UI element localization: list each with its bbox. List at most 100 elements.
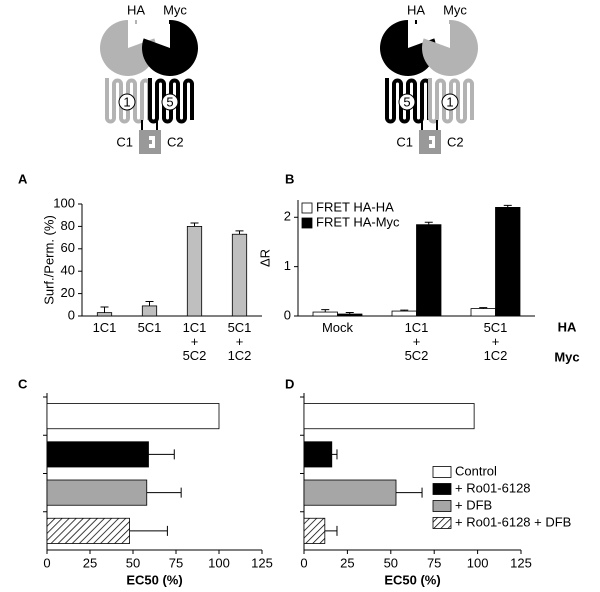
x-tick-label: Mock: [322, 320, 354, 335]
y-tick-label: 100: [53, 195, 75, 210]
panel-label: A: [18, 171, 28, 186]
legend-label: FRET HA-Myc: [316, 214, 400, 229]
x-tick-label: 75: [427, 555, 441, 570]
c-tail-box: [419, 130, 441, 154]
x-tick-label: 5C1 +1C2: [228, 320, 252, 363]
c-tail-notch: [429, 136, 435, 148]
x-tick-label: 50: [384, 555, 398, 570]
x-tick-label: 5C1: [138, 320, 162, 335]
subunit-label: 1: [123, 94, 130, 109]
subunit-circle: [398, 93, 416, 111]
tag-label: Myc: [443, 2, 467, 17]
bar: [46, 479, 148, 506]
x-tick-label: 125: [510, 555, 532, 570]
bar: [46, 403, 220, 430]
x-tick-label: 1C1: [93, 320, 117, 335]
ligand-domain: [142, 20, 198, 76]
error-bar: [146, 487, 182, 498]
c-tail: [141, 120, 158, 130]
row-label: Myc: [554, 349, 579, 364]
tail-label: C2: [447, 134, 464, 149]
legend-label: + Ro01-6128: [455, 480, 531, 495]
bar: [495, 207, 521, 317]
ligand-domain: [380, 20, 436, 76]
error-bar: [145, 300, 154, 306]
tail-label: C1: [396, 134, 413, 149]
bar: [46, 517, 130, 544]
bar: [303, 479, 397, 506]
bar: [416, 224, 442, 317]
y-tick-label: 60: [61, 240, 75, 255]
ligand-domain: [100, 19, 156, 76]
bar: [46, 441, 149, 468]
bar: [141, 305, 158, 317]
y-axis-title: Surf./Perm. (%): [41, 215, 56, 305]
y-tick-label: 0: [68, 307, 75, 322]
error-bar: [190, 222, 199, 227]
x-tick-label: 25: [83, 555, 97, 570]
tag-label: HA: [407, 2, 425, 17]
y-tick-label: 1: [284, 258, 291, 273]
x-tick-label: 1C1 +5C2: [405, 320, 429, 363]
bar: [303, 517, 326, 544]
subunit-circle: [441, 93, 459, 111]
x-tick-label: 75: [169, 555, 183, 570]
error-bar: [100, 306, 109, 313]
bar: [337, 313, 363, 317]
subunit-label: 5: [403, 94, 410, 109]
legend-label: Control: [455, 463, 497, 478]
subunit-circle: [118, 93, 136, 111]
x-axis-title: EC50 (%): [126, 572, 182, 587]
panel-label: C: [18, 376, 28, 391]
tag-label: Myc: [163, 2, 187, 17]
bar: [391, 310, 417, 317]
legend-label: + Ro01-6128 + DFB: [455, 514, 571, 529]
row-label: HA: [558, 319, 577, 334]
tail-label: C2: [167, 134, 184, 149]
bar: [96, 312, 113, 317]
x-axis-title: EC50 (%): [384, 572, 440, 587]
x-tick-label: 0: [300, 555, 307, 570]
subunit-circle: [161, 93, 179, 111]
x-tick-label: 0: [43, 555, 50, 570]
panel-label: B: [285, 171, 294, 186]
bar: [231, 233, 248, 317]
error-bar: [129, 525, 168, 536]
error-bar: [424, 221, 433, 225]
bar: [303, 441, 333, 468]
subunit-label: 1: [446, 94, 453, 109]
tail-label: C1: [116, 134, 133, 149]
error-bar: [324, 525, 338, 536]
legend-swatch: [432, 483, 452, 495]
x-tick-label: 1C1 +5C2: [183, 320, 207, 363]
legend-label: FRET HA-HA: [316, 199, 394, 214]
y-tick-label: 20: [61, 285, 75, 300]
legend-swatch: [432, 500, 452, 512]
tag-label: HA: [127, 2, 145, 17]
y-axis-title: ΔR: [257, 249, 272, 267]
y-tick-label: 80: [61, 218, 75, 233]
legend-swatch: [301, 202, 313, 214]
error-bar: [321, 309, 330, 313]
x-tick-label: 50: [126, 555, 140, 570]
y-tick-label: 0: [284, 307, 291, 322]
c-tail-box: [139, 130, 161, 154]
x-tick-label: 25: [340, 555, 354, 570]
y-tick-label: 2: [284, 209, 291, 224]
error-bar: [148, 449, 175, 460]
x-tick-label: 100: [208, 555, 230, 570]
x-tick-label: 125: [251, 555, 273, 570]
error-bar: [331, 449, 338, 460]
legend-swatch: [301, 217, 313, 229]
y-tick-label: 40: [61, 263, 75, 278]
legend-swatch: [432, 517, 452, 529]
x-tick-label: 100: [467, 555, 489, 570]
panel-label: D: [285, 376, 294, 391]
c-tail: [421, 120, 438, 130]
subunit-label: 5: [166, 94, 173, 109]
bar: [470, 308, 496, 317]
c-tail-notch: [149, 136, 155, 148]
error-bar: [235, 230, 244, 235]
ligand-domain: [422, 20, 479, 76]
